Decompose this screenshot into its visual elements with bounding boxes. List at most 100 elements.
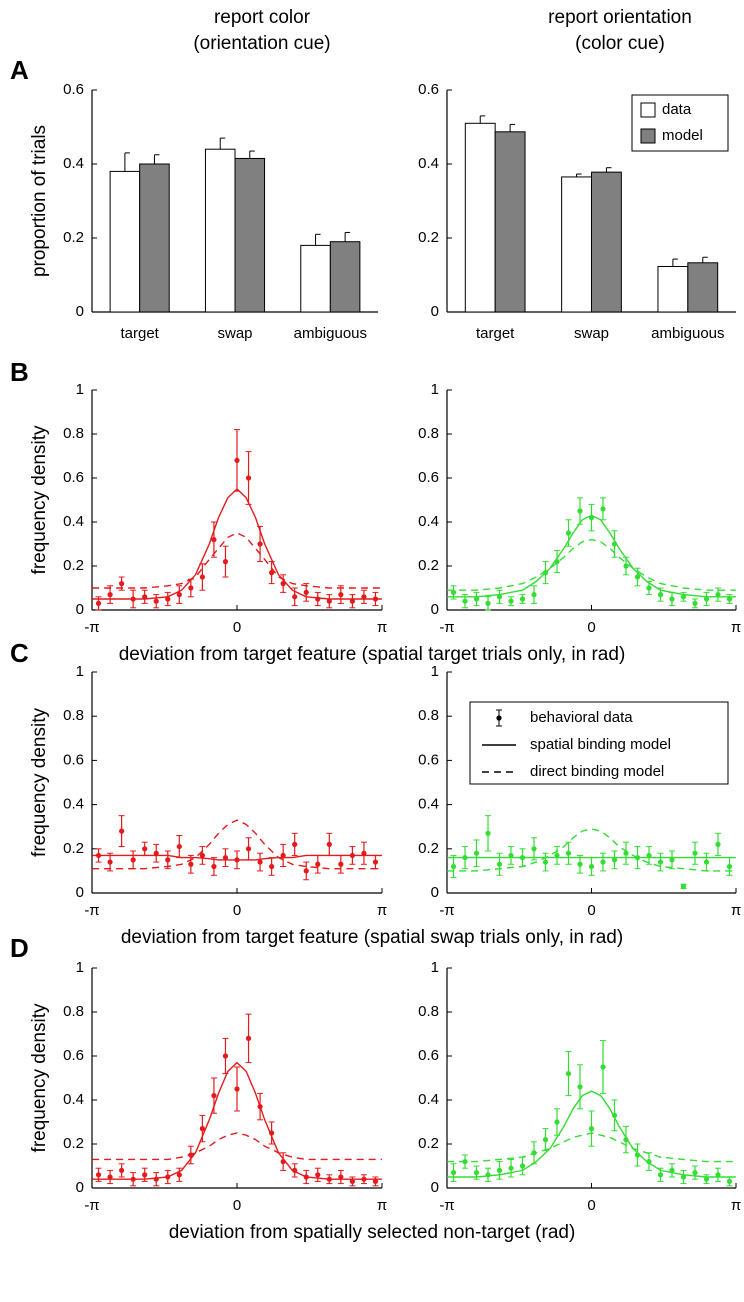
model-curve (92, 532, 382, 589)
y-tick-label: 1 (431, 381, 439, 398)
data-point (303, 868, 309, 874)
data-point (165, 596, 171, 602)
legend-swatch (640, 102, 656, 118)
x-tick-label: swap (217, 325, 252, 342)
data-point (326, 598, 332, 604)
data-point (211, 1093, 217, 1099)
x-tick-label: -π (439, 619, 454, 636)
bar (109, 170, 141, 313)
data-point (692, 600, 698, 607)
data-point (715, 592, 721, 598)
x-axis-label: deviation from target feature (spatial s… (121, 927, 623, 948)
bar (234, 157, 266, 313)
data-point (107, 859, 113, 865)
y-tick-label: 0 (76, 303, 84, 320)
data-point (600, 506, 606, 512)
data-point (715, 1172, 721, 1178)
data-point (119, 581, 125, 587)
y-tick-label: 0 (431, 1179, 439, 1196)
y-tick-label: 0.4 (418, 1091, 439, 1108)
bar (204, 148, 236, 313)
data-point (234, 1086, 240, 1092)
data-point (119, 828, 125, 834)
data-point (508, 1165, 514, 1171)
data-point (462, 598, 468, 604)
y-tick-label: 0.2 (418, 1135, 439, 1152)
y-tick-label: 0.6 (63, 751, 84, 768)
x-tick-label: -π (84, 619, 99, 636)
bar (561, 176, 592, 313)
data-point (222, 855, 229, 861)
data-point (107, 592, 113, 598)
data-point (199, 574, 205, 580)
x-tick-label: -π (439, 902, 454, 919)
data-point (222, 1053, 229, 1059)
data-point (692, 850, 698, 856)
data-point (531, 846, 537, 852)
y-tick-label: 0.4 (418, 513, 439, 530)
data-point (600, 1064, 606, 1070)
data-point (485, 600, 491, 607)
data-point (188, 861, 194, 867)
x-axis-label: deviation from spatially selected non-ta… (169, 1222, 576, 1243)
data-point (142, 1172, 148, 1178)
y-axis-label: frequency density (29, 425, 50, 574)
data-point (473, 596, 480, 602)
y-tick-label: 0.2 (418, 229, 439, 246)
data-point (450, 589, 457, 596)
data-point (315, 861, 321, 867)
column-title: report orientation (548, 7, 692, 28)
x-tick-label: ambiguous (651, 325, 724, 342)
data-point (361, 594, 367, 600)
y-tick-label: 1 (76, 663, 84, 680)
bar (300, 244, 331, 313)
x-tick-label: 0 (233, 902, 241, 919)
data-point (680, 594, 687, 600)
legend-label: direct binding model (530, 763, 664, 780)
x-tick-label: π (377, 902, 387, 919)
data-point (680, 1174, 687, 1180)
bar (139, 163, 170, 313)
data-point (292, 841, 298, 847)
panel-label: D (10, 933, 29, 963)
data-point (496, 1167, 503, 1173)
y-tick-label: 0.8 (418, 1003, 439, 1020)
data-point (119, 1167, 125, 1173)
data-point (657, 859, 664, 865)
x-tick-label: π (731, 1197, 741, 1214)
data-point (726, 863, 733, 870)
data-point (519, 596, 526, 602)
data-point (600, 859, 606, 865)
data-point (554, 852, 560, 859)
data-point (372, 859, 379, 865)
x-tick-label: π (377, 619, 387, 636)
data-point (565, 1071, 572, 1077)
data-point (703, 596, 710, 602)
data-point (473, 850, 480, 856)
model-curve (447, 514, 736, 598)
model-curve (447, 538, 736, 591)
bar (464, 122, 496, 313)
data-point (450, 863, 457, 870)
legend-label: spatial binding model (530, 736, 671, 753)
data-point (245, 1035, 252, 1041)
data-point (269, 570, 275, 576)
y-tick-label: 0.2 (418, 557, 439, 574)
model-curve (92, 854, 382, 861)
data-point (338, 861, 344, 867)
y-tick-label: 0.4 (63, 1091, 84, 1108)
data-point (646, 852, 652, 859)
y-tick-label: 0 (76, 884, 84, 901)
data-point (508, 598, 514, 604)
data-point (176, 843, 182, 850)
bar (591, 171, 622, 313)
y-tick-label: 0.4 (63, 155, 84, 172)
data-point (95, 600, 102, 607)
data-point (176, 592, 182, 598)
bar (687, 262, 719, 313)
model-curve (92, 1132, 382, 1161)
y-tick-label: 0.2 (418, 840, 439, 857)
data-point (95, 1172, 102, 1178)
data-point (303, 589, 309, 596)
y-tick-label: 0.4 (63, 796, 84, 813)
